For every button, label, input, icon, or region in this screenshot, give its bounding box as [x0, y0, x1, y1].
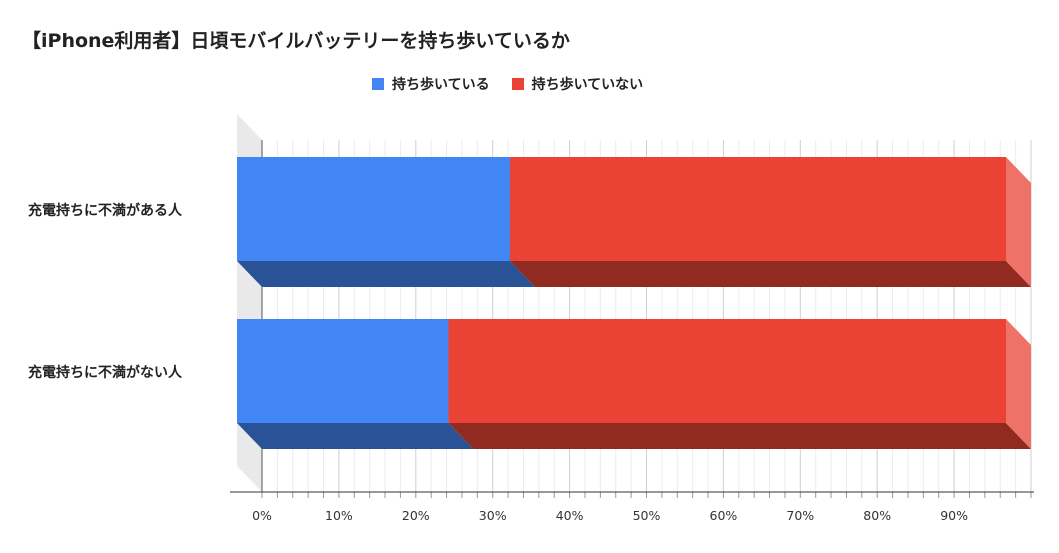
x-tick-label: 0%	[252, 508, 272, 523]
bar-bottom-carry	[237, 423, 474, 449]
bar-carry	[237, 157, 510, 261]
bar-end-not-carry	[1006, 157, 1031, 287]
bar-bottom-not-carry	[448, 423, 1032, 449]
legend-item-not-carry[interactable]: 持ち歩いていない	[511, 74, 644, 94]
legend-item-carry[interactable]: 持ち歩いている	[372, 74, 490, 94]
x-tick-label: 60%	[710, 508, 738, 523]
x-tick-label: 20%	[402, 508, 430, 523]
bar-end-not-carry	[1006, 319, 1031, 449]
x-tick-label: 30%	[479, 508, 507, 523]
legend-swatch-carry	[372, 78, 384, 90]
bar-carry	[237, 319, 449, 423]
x-tick-label: 50%	[633, 508, 661, 523]
bar-bottom-carry	[237, 261, 535, 287]
category-label: 充電持ちに不満がない人	[28, 364, 183, 381]
legend-label-carry: 持ち歩いている	[392, 77, 490, 93]
bar-not-carry	[509, 157, 1006, 261]
bar-bottom-not-carry	[509, 261, 1031, 287]
legend-label-not-carry: 持ち歩いていない	[531, 77, 644, 93]
legend: 持ち歩いている 持ち歩いていない	[372, 74, 665, 94]
x-tick-label: 40%	[556, 508, 584, 523]
legend-swatch-not-carry	[511, 78, 524, 90]
bar-not-carry	[448, 319, 1007, 423]
x-tick-label: 80%	[863, 508, 891, 523]
chart-title: 【iPhone利用者】日頃モバイルバッテリーを持ち歩いているか	[22, 30, 570, 52]
x-tick-label: 90%	[940, 508, 968, 523]
category-label: 充電持ちに不満がある人	[28, 202, 183, 219]
x-tick-label: 70%	[786, 508, 814, 523]
x-tick-label: 10%	[325, 508, 353, 523]
